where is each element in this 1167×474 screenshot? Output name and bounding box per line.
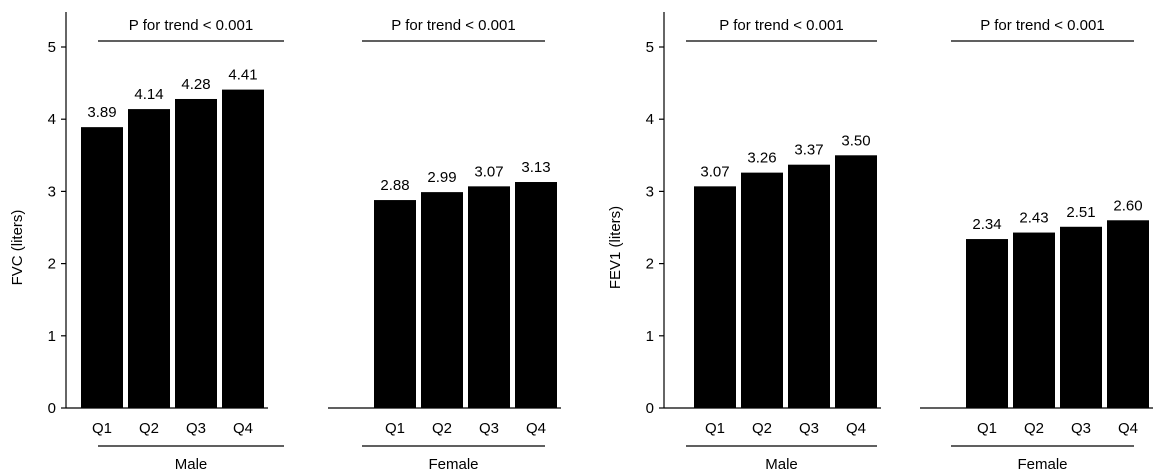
bar bbox=[1013, 232, 1055, 408]
y-tick-label: 4 bbox=[48, 111, 56, 128]
y-tick-label: 5 bbox=[48, 39, 56, 56]
bar-value-label: 2.60 bbox=[1113, 197, 1142, 214]
x-tick-label: Q1 bbox=[705, 420, 725, 437]
bar bbox=[694, 186, 736, 408]
bar-value-label: 2.34 bbox=[972, 216, 1001, 233]
bar-value-label: 3.37 bbox=[794, 142, 823, 159]
p-trend-label: P for trend < 0.001 bbox=[980, 17, 1104, 34]
p-trend-label: P for trend < 0.001 bbox=[719, 17, 843, 34]
x-tick-label: Q3 bbox=[799, 420, 819, 437]
x-tick-label: Q2 bbox=[432, 420, 452, 437]
bar bbox=[835, 155, 877, 408]
bar-value-label: 2.88 bbox=[380, 177, 409, 194]
x-tick-label: Q4 bbox=[1118, 420, 1138, 437]
bar bbox=[81, 127, 123, 408]
y-tick-label: 2 bbox=[48, 256, 56, 273]
y-tick-label: 5 bbox=[646, 39, 654, 56]
bar bbox=[374, 200, 416, 408]
bar bbox=[966, 239, 1008, 408]
bar bbox=[175, 98, 217, 408]
x-tick-label: Q1 bbox=[977, 420, 997, 437]
bar bbox=[421, 192, 463, 408]
bar-value-label: 3.13 bbox=[521, 159, 550, 176]
y-axis-title: FEV1 (liters) bbox=[607, 206, 624, 289]
y-tick-label: 3 bbox=[646, 183, 654, 200]
bar-value-label: 3.89 bbox=[87, 104, 116, 121]
p-trend-label: P for trend < 0.001 bbox=[391, 17, 515, 34]
bar bbox=[468, 186, 510, 408]
x-tick-label: Q3 bbox=[186, 420, 206, 437]
bar bbox=[788, 164, 830, 408]
x-tick-label: Q3 bbox=[1071, 420, 1091, 437]
y-tick-label: 1 bbox=[48, 328, 56, 345]
group-label: Female bbox=[428, 456, 478, 473]
y-tick-label: 0 bbox=[48, 400, 56, 417]
bar-value-label: 2.51 bbox=[1066, 204, 1095, 221]
bar-value-label: 3.50 bbox=[841, 132, 870, 149]
bar bbox=[741, 172, 783, 408]
x-tick-label: Q2 bbox=[139, 420, 159, 437]
y-tick-label: 2 bbox=[646, 256, 654, 273]
bar-value-label: 4.14 bbox=[134, 86, 163, 103]
x-tick-label: Q1 bbox=[92, 420, 112, 437]
y-tick-label: 3 bbox=[48, 183, 56, 200]
bar-value-label: 3.07 bbox=[474, 163, 503, 180]
y-tick-label: 0 bbox=[646, 400, 654, 417]
bar bbox=[515, 182, 557, 408]
bar-value-label: 3.07 bbox=[700, 163, 729, 180]
y-tick-label: 4 bbox=[646, 111, 654, 128]
y-tick-label: 1 bbox=[646, 328, 654, 345]
group-label: Male bbox=[175, 456, 208, 473]
y-axis-title: FVC (liters) bbox=[9, 210, 26, 286]
group-label: Female bbox=[1017, 456, 1067, 473]
x-tick-label: Q4 bbox=[233, 420, 253, 437]
x-tick-label: Q4 bbox=[526, 420, 546, 437]
group-label: Male bbox=[765, 456, 798, 473]
bar-value-label: 4.41 bbox=[228, 67, 257, 84]
bar bbox=[1060, 226, 1102, 408]
bar bbox=[1107, 220, 1149, 408]
p-trend-label: P for trend < 0.001 bbox=[129, 17, 253, 34]
bar-value-label: 2.99 bbox=[427, 169, 456, 186]
x-tick-label: Q1 bbox=[385, 420, 405, 437]
bar-value-label: 4.28 bbox=[181, 76, 210, 93]
x-tick-label: Q3 bbox=[479, 420, 499, 437]
bar-value-label: 2.43 bbox=[1019, 210, 1048, 227]
x-tick-label: Q4 bbox=[846, 420, 866, 437]
bar bbox=[222, 89, 264, 409]
x-tick-label: Q2 bbox=[1024, 420, 1044, 437]
bar-value-label: 3.26 bbox=[747, 150, 776, 167]
bar bbox=[128, 109, 170, 408]
x-tick-label: Q2 bbox=[752, 420, 772, 437]
